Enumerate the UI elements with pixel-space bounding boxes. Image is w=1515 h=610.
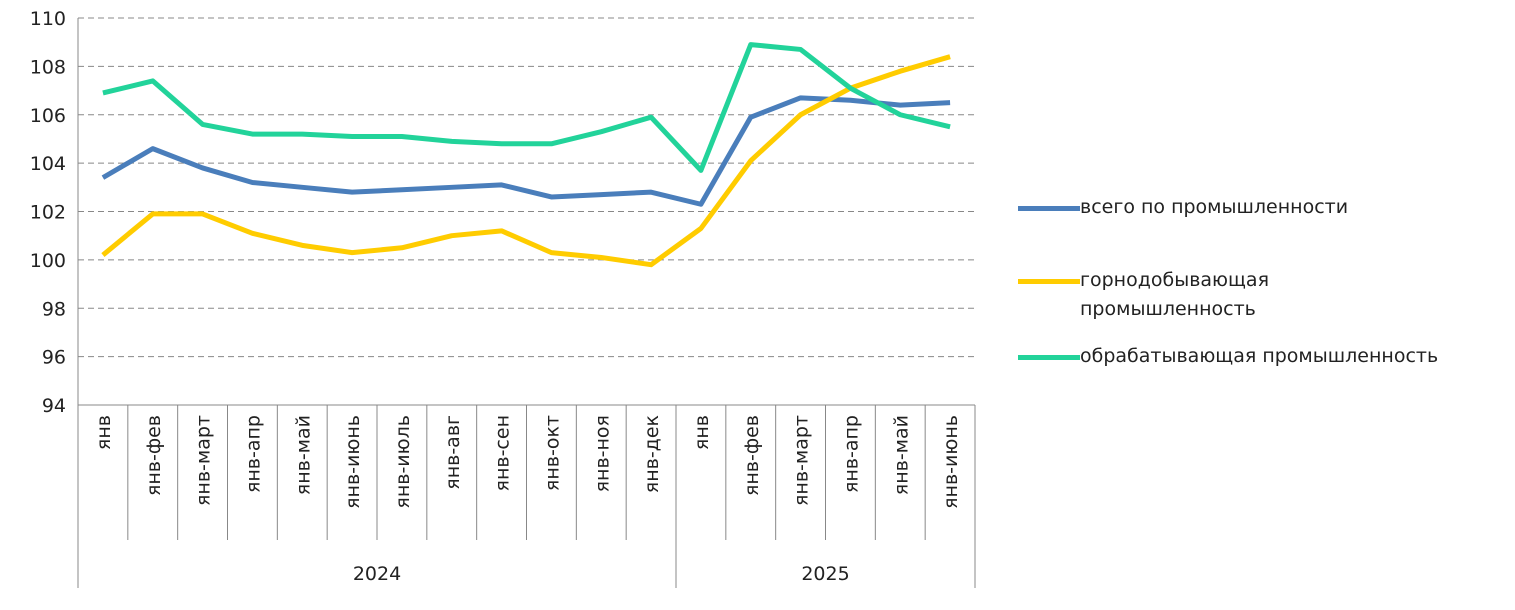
legend-label: всего по промышленности xyxy=(1080,196,1349,218)
legend-swatch xyxy=(1018,355,1080,360)
x-tick-label: янв-фев xyxy=(741,415,763,496)
y-tick-label: 96 xyxy=(42,347,66,369)
x-tick-label: янв-июль xyxy=(392,415,414,509)
x-tick-label: янв-май xyxy=(292,415,314,495)
legend-label: обрабатывающая промышленность xyxy=(1080,345,1439,367)
x-tick-label: янв-март xyxy=(193,415,215,506)
legend-swatch xyxy=(1018,206,1080,211)
y-tick-label: 100 xyxy=(30,250,66,272)
legend-label: горнодобывающая промышленность xyxy=(1080,269,1269,320)
x-tick-label: янв-март xyxy=(791,415,813,506)
x-tick-label: янв-ноя xyxy=(591,415,613,492)
legend-item: всего по промышленности xyxy=(1018,193,1500,222)
x-tick-label: янв-окт xyxy=(541,415,563,491)
series-line xyxy=(101,54,951,268)
x-tick-label: янв-июнь xyxy=(940,415,962,509)
y-tick-label: 94 xyxy=(42,395,66,417)
x-tick-label: янв-июнь xyxy=(342,415,364,509)
legend: всего по промышленности горнодобывающая п… xyxy=(1018,0,1515,610)
y-tick-label: 110 xyxy=(30,8,66,30)
series-line xyxy=(101,95,951,207)
y-tick-label: 98 xyxy=(42,298,66,320)
x-tick-label: янв-дек xyxy=(641,415,663,493)
x-tick-label: янв-сен xyxy=(492,415,514,491)
x-tick-label: янв-фев xyxy=(143,415,165,496)
group-label: 2025 xyxy=(801,563,849,585)
y-tick-label: 108 xyxy=(30,56,66,78)
x-tick-label: янв-май xyxy=(890,415,912,495)
y-tick-label: 106 xyxy=(30,105,66,127)
series-line xyxy=(102,42,951,173)
legend-item: горнодобывающая промышленность xyxy=(1018,266,1320,324)
x-tick-label: янв-авг xyxy=(442,415,464,490)
x-tick-label: янв-апр xyxy=(242,415,264,493)
x-tick-label: янв-апр xyxy=(840,415,862,493)
x-tick-label: янв xyxy=(691,415,713,450)
y-tick-label: 102 xyxy=(30,202,66,224)
group-label: 2024 xyxy=(353,563,401,585)
y-tick-label: 104 xyxy=(30,153,66,175)
x-tick-label: янв xyxy=(93,415,115,450)
legend-swatch xyxy=(1018,279,1080,284)
legend-item: обрабатывающая промышленность xyxy=(1018,342,1500,371)
